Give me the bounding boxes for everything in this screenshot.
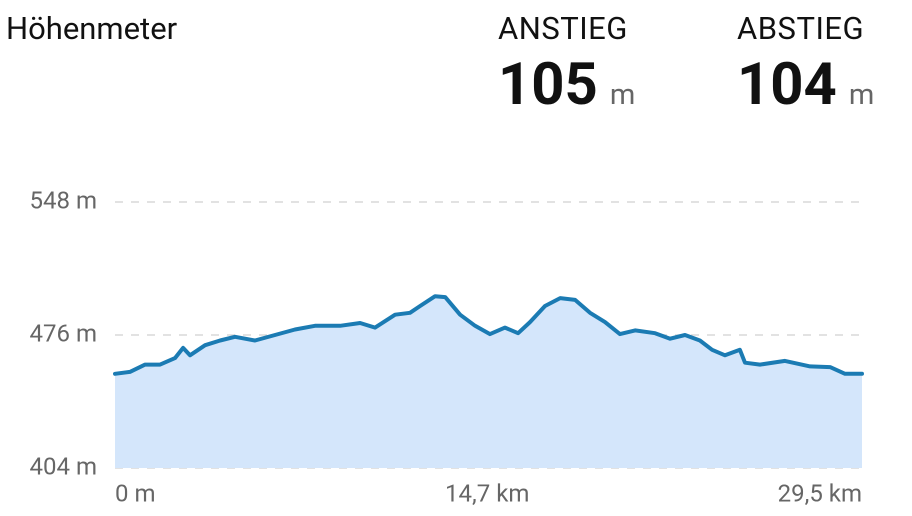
y-tick-label: 404 m (30, 452, 97, 480)
y-tick-label: 548 m (30, 186, 97, 214)
stat-value: 104 (737, 51, 837, 119)
stat-label: ABSTIEG (737, 10, 865, 47)
y-tick-label: 476 m (30, 319, 97, 347)
stat-row: 104 m (737, 55, 874, 115)
descent-stat: ABSTIEG 104 m (737, 10, 874, 115)
x-tick-label: 0 m (115, 479, 156, 507)
ascent-stat: ANSTIEG 105 m (498, 10, 635, 115)
line (113, 294, 864, 376)
page-title: Höhenmeter (6, 10, 178, 47)
stat-unit: m (848, 78, 875, 112)
stat-unit: m (609, 78, 636, 112)
x-tick-label: 29,5 km (778, 479, 862, 507)
x-tick-label: 14,7 km (445, 479, 529, 507)
stat-row: 105 m (498, 55, 635, 115)
area-fill (115, 296, 862, 468)
stat-label: ANSTIEG (498, 10, 628, 47)
stat-value: 105 (498, 51, 598, 119)
